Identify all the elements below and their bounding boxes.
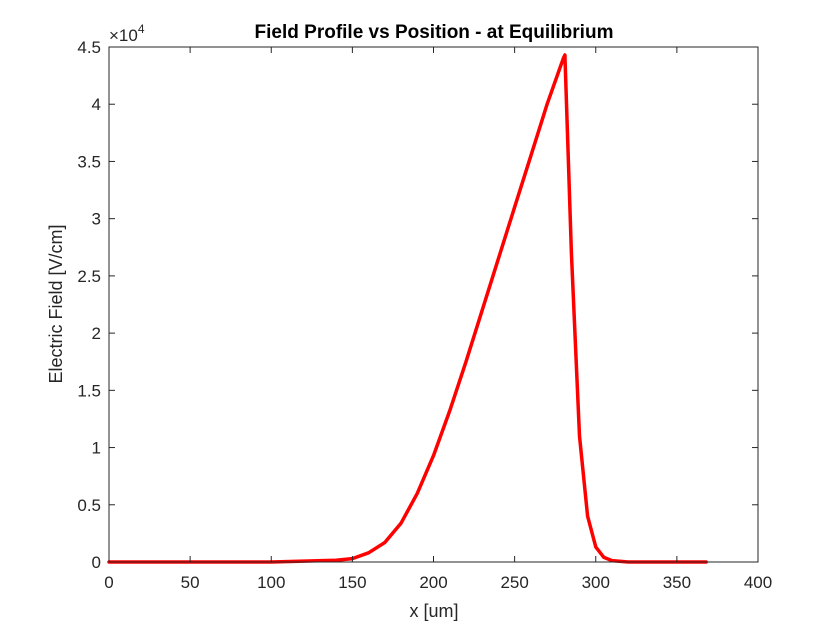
y-tick-label: 3 — [92, 210, 101, 229]
y-tick-label: 2 — [92, 324, 101, 343]
x-tick-label: 300 — [582, 573, 610, 592]
y-exponent-label: ×104 — [109, 22, 145, 45]
x-tick-label: 150 — [338, 573, 366, 592]
y-tick-label: 1 — [92, 439, 101, 458]
x-tick-label: 400 — [744, 573, 772, 592]
axes-background — [109, 47, 758, 562]
y-tick-label: 4.5 — [77, 38, 101, 57]
y-tick-label: 0.5 — [77, 496, 101, 515]
x-tick-label: 100 — [257, 573, 285, 592]
x-tick-label: 200 — [419, 573, 447, 592]
x-axis-label: x [um] — [409, 601, 458, 621]
x-tick-label: 0 — [104, 573, 113, 592]
y-tick-label: 4 — [92, 95, 101, 114]
x-tick-label: 50 — [181, 573, 200, 592]
x-ticks: 0 50 100 150 200 250 300 350 400 — [104, 47, 772, 592]
y-axis-label: Electric Field [V/cm] — [46, 224, 66, 383]
y-exponent-base: ×10 — [109, 26, 138, 45]
y-tick-label: 1.5 — [77, 381, 101, 400]
y-tick-label: 3.5 — [77, 152, 101, 171]
series-layer — [107, 53, 708, 564]
series-line — [107, 53, 708, 564]
y-tick-label: 0 — [92, 553, 101, 572]
y-ticks: 0 0.5 1 1.5 2 2.5 3 3.5 4 4.5 — [77, 38, 758, 572]
x-tick-label: 250 — [500, 573, 528, 592]
x-tick-label: 350 — [663, 573, 691, 592]
y-exponent-power: 4 — [138, 22, 145, 36]
chart-title: Field Profile vs Position - at Equilibri… — [255, 22, 614, 43]
y-tick-label: 2.5 — [77, 267, 101, 286]
